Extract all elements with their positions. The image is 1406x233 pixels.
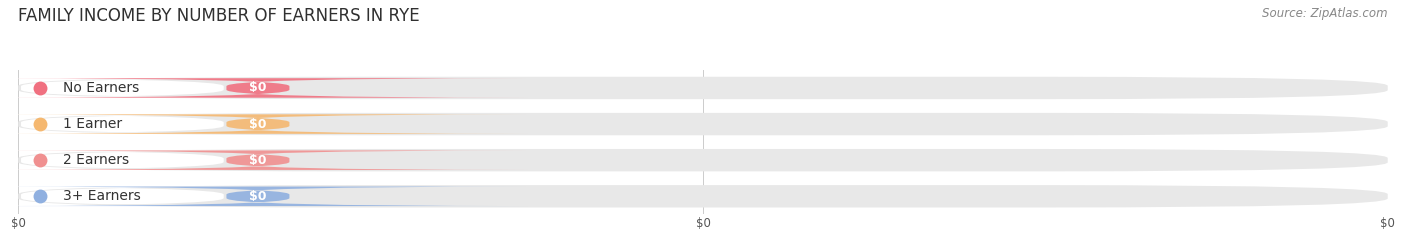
FancyBboxPatch shape: [0, 78, 322, 98]
Text: $0: $0: [249, 154, 267, 167]
Text: $0: $0: [249, 190, 267, 203]
FancyBboxPatch shape: [0, 187, 527, 206]
Text: 2 Earners: 2 Earners: [63, 153, 129, 167]
FancyBboxPatch shape: [18, 113, 1388, 135]
Text: $0: $0: [249, 82, 267, 94]
Text: $0: $0: [249, 118, 267, 130]
FancyBboxPatch shape: [18, 185, 1388, 208]
Text: 1 Earner: 1 Earner: [63, 117, 122, 131]
FancyBboxPatch shape: [0, 114, 322, 134]
FancyBboxPatch shape: [0, 187, 322, 206]
Text: FAMILY INCOME BY NUMBER OF EARNERS IN RYE: FAMILY INCOME BY NUMBER OF EARNERS IN RY…: [18, 7, 420, 25]
FancyBboxPatch shape: [0, 151, 527, 170]
FancyBboxPatch shape: [18, 149, 1388, 171]
Text: No Earners: No Earners: [63, 81, 139, 95]
Text: Source: ZipAtlas.com: Source: ZipAtlas.com: [1263, 7, 1388, 20]
FancyBboxPatch shape: [18, 77, 1388, 99]
FancyBboxPatch shape: [0, 151, 322, 170]
Text: 3+ Earners: 3+ Earners: [63, 189, 141, 203]
FancyBboxPatch shape: [0, 78, 527, 98]
FancyBboxPatch shape: [0, 114, 527, 134]
